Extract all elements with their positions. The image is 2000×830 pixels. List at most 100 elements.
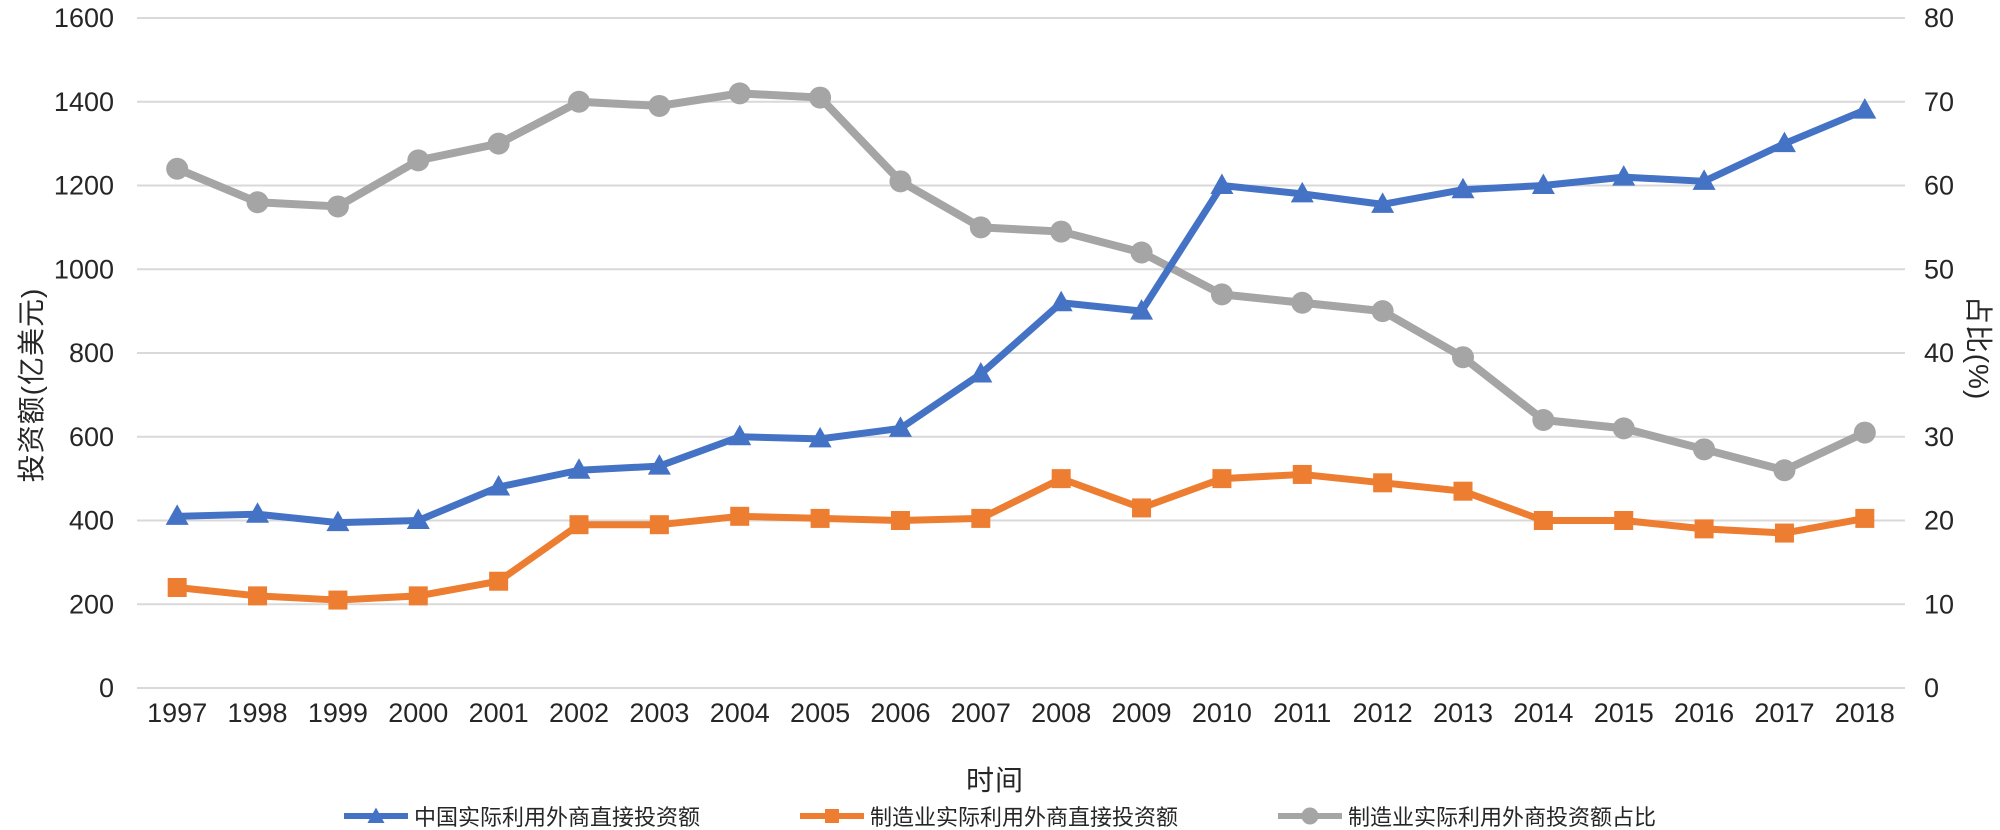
x-axis-tick-label: 2014: [1513, 698, 1573, 728]
legend-item-manufacturing-share: 制造业实际利用外商投资额占比: [1278, 800, 1656, 830]
x-axis-tick-label: 2003: [629, 698, 689, 728]
data-point-circle: [1130, 241, 1153, 264]
data-point-triangle: [487, 475, 511, 496]
data-point-square: [1453, 481, 1473, 501]
x-axis-tick-label: 2008: [1031, 698, 1091, 728]
legend-label: 制造业实际利用外商投资额占比: [1348, 805, 1657, 830]
x-axis-tick-label: 2005: [790, 698, 850, 728]
data-point-circle: [487, 132, 510, 155]
data-point-square: [328, 590, 348, 610]
y-axis-left-tick-label: 0: [99, 673, 114, 703]
data-point-triangle: [808, 426, 832, 448]
legend-label: 中国实际利用外商直接投资额: [413, 805, 700, 830]
y-axis-right-tick-label: 30: [1924, 422, 1954, 452]
legend-item-china-fdi: 中国实际利用外商直接投资额: [343, 800, 700, 830]
data-point-square: [489, 571, 509, 591]
x-axis-tick-label: 2013: [1433, 698, 1493, 728]
data-point-triangle: [728, 424, 752, 446]
series-line-triangle: [173, 106, 1869, 527]
y-axis-right-tick-label: 80: [1924, 3, 1954, 33]
data-point-circle: [1452, 346, 1474, 369]
data-point-square: [1774, 523, 1794, 543]
x-axis-tick-label: 2007: [951, 698, 1011, 728]
data-point-square: [1533, 511, 1553, 530]
data-point-triangle: [1451, 177, 1475, 199]
data-point-square: [649, 515, 669, 535]
data-point-square: [971, 508, 991, 528]
data-point-square: [1694, 519, 1714, 539]
legend-label: 制造业实际利用外商直接投资额: [869, 805, 1179, 830]
data-point-square: [890, 511, 910, 530]
data-point-circle: [246, 191, 269, 214]
data-point-circle: [1773, 459, 1796, 482]
data-point-triangle: [1612, 165, 1636, 186]
legend: 中国实际利用外商直接投资额 制造业实际利用外商直接投资额 制造业实际利用外商投资…: [343, 800, 1656, 830]
data-point-triangle: [647, 454, 671, 475]
y-axis-left-tick-label: 800: [69, 338, 114, 368]
data-point-circle: [1210, 283, 1233, 306]
data-point-square: [1292, 464, 1312, 484]
data-point-square: [810, 508, 830, 528]
data-point-square: [1373, 473, 1393, 493]
data-point-square: [569, 515, 589, 535]
x-axis-tick-label: 2011: [1273, 698, 1331, 728]
legend-marker-square-icon: [799, 809, 864, 823]
data-point-triangle: [969, 361, 993, 383]
y-axis-right-tick-label: 50: [1924, 254, 1954, 284]
y-axis-right-tick-label: 70: [1924, 87, 1954, 117]
data-point-triangle: [1853, 98, 1877, 119]
x-axis-tick-label: 2002: [549, 698, 609, 728]
data-point-circle: [728, 82, 751, 105]
y-axis-right-tick-label: 10: [1924, 589, 1954, 619]
x-axis-tick-label: 1998: [228, 698, 288, 728]
x-axis-tick-label: 2017: [1754, 698, 1814, 728]
data-point-triangle: [1531, 173, 1555, 194]
data-point-circle: [1532, 409, 1555, 431]
y-axis-left-tick-label: 1000: [54, 254, 114, 284]
data-point-square: [408, 586, 428, 606]
data-point-circle: [1612, 417, 1635, 440]
data-point-square: [1212, 469, 1232, 489]
data-point-square: [730, 506, 750, 526]
y-axis-left-tick-label: 1600: [54, 3, 114, 33]
x-axis-tick-label: 2006: [870, 698, 930, 728]
legend-marker-circle-icon: [1278, 807, 1343, 825]
data-point-square: [248, 586, 268, 606]
data-point-square: [1132, 498, 1152, 518]
data-point-square: [1614, 511, 1634, 530]
x-axis-tick-label: 2016: [1674, 698, 1734, 728]
data-point-square: [167, 578, 187, 597]
data-point-circle: [1693, 438, 1716, 461]
y-axis-left-tick-label: 200: [69, 589, 114, 619]
data-point-circle: [889, 170, 912, 193]
y-axis-right-tick-label: 20: [1924, 506, 1954, 536]
data-point-triangle: [1210, 173, 1234, 194]
data-point-triangle: [406, 508, 430, 529]
legend-item-manufacturing-fdi: 制造业实际利用外商直接投资额: [799, 800, 1179, 830]
data-point-triangle: [1371, 192, 1395, 213]
y-axis-left-tick-label: 400: [69, 506, 114, 536]
x-axis-tick-label: 2001: [469, 698, 529, 728]
y-axis-title-right: 占比(%): [1963, 295, 1994, 401]
data-point-triangle: [246, 502, 270, 523]
data-point-circle: [648, 94, 671, 117]
data-point-triangle: [1049, 290, 1073, 312]
data-point-square: [1051, 469, 1071, 489]
x-axis-tick-label: 2004: [710, 698, 770, 728]
data-point-circle: [568, 90, 590, 113]
data-point-triangle: [1772, 131, 1796, 153]
data-point-circle: [969, 216, 992, 239]
x-axis-tick-label: 2018: [1835, 698, 1895, 728]
x-axis-tick-label: 2000: [388, 698, 448, 728]
data-point-triangle: [1692, 169, 1716, 190]
data-point-triangle: [165, 504, 189, 525]
data-point-triangle: [326, 510, 350, 532]
x-axis-title: 时间: [965, 765, 1025, 796]
y-axis-right-tick-label: 60: [1924, 171, 1954, 201]
y-axis-title-left: 投资额(亿美元): [16, 287, 47, 483]
data-point-circle: [1853, 421, 1876, 444]
series-line-circle: [173, 89, 1869, 475]
y-axis-left-tick-label: 600: [69, 422, 114, 452]
y-axis-left-tick-label: 1400: [54, 87, 114, 117]
